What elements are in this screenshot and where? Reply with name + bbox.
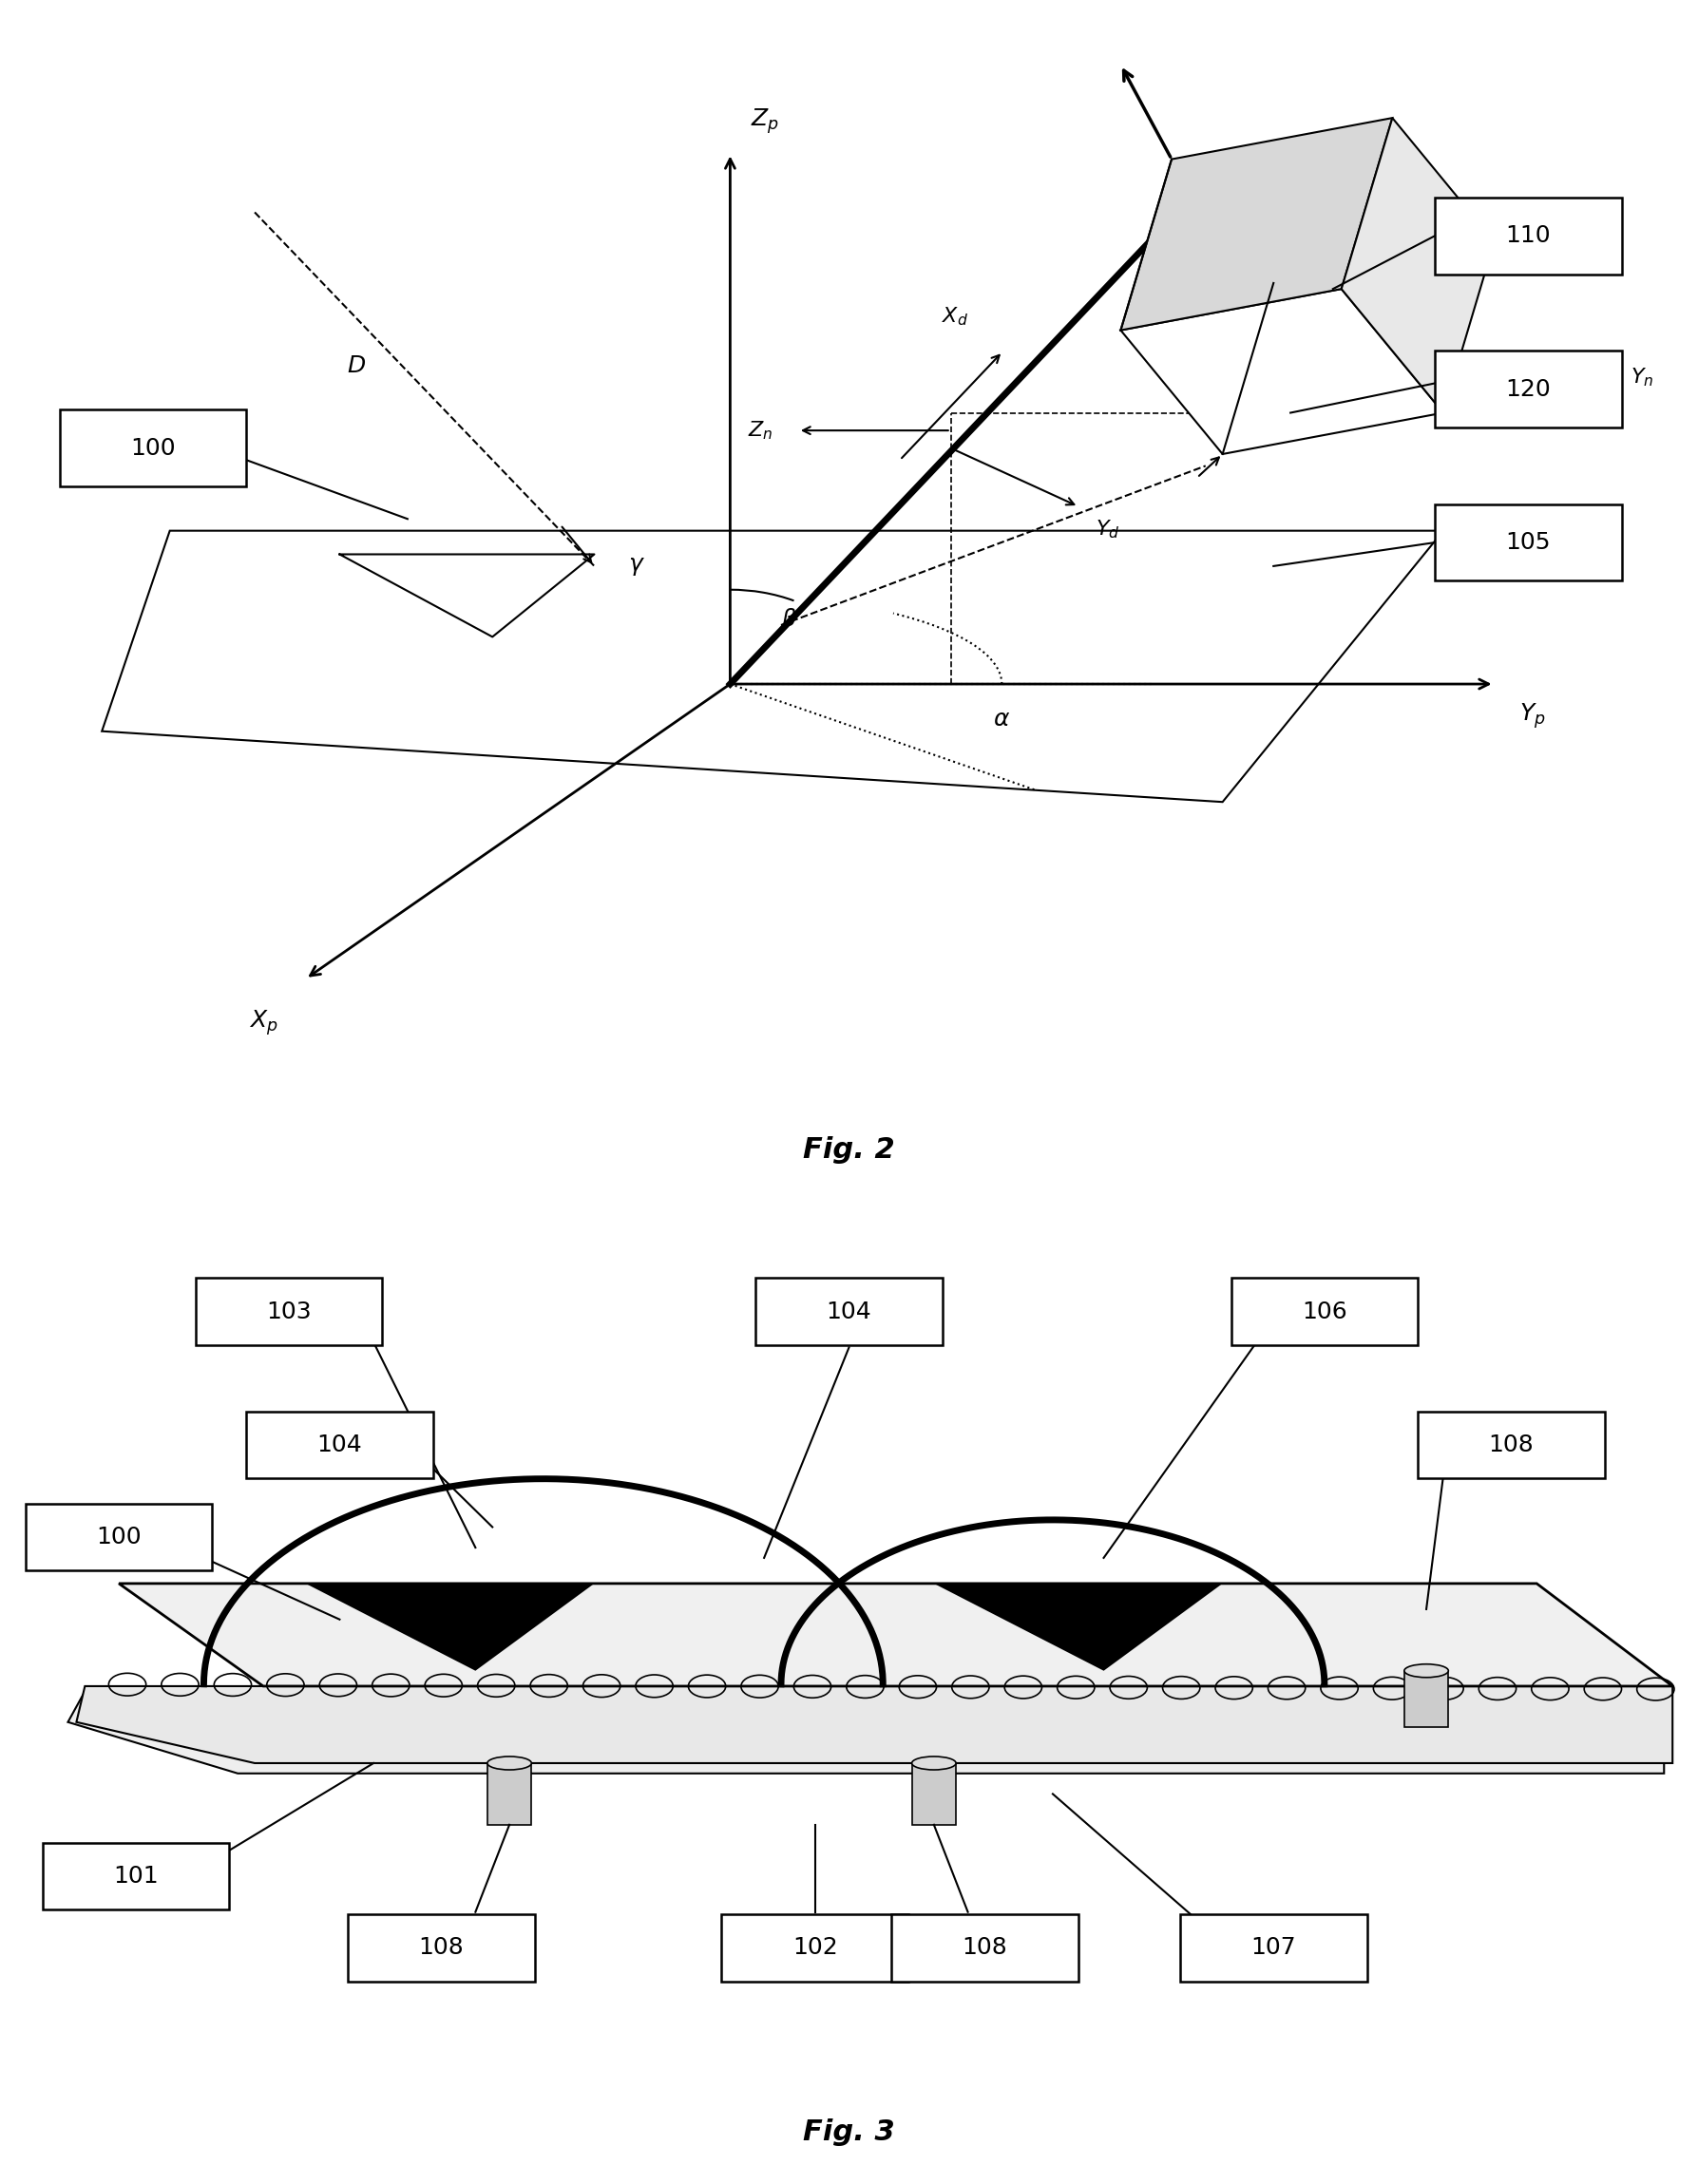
Bar — [1180, 1915, 1367, 1981]
Text: 100: 100 — [97, 1527, 141, 1548]
Text: $Y_n$: $Y_n$ — [1630, 367, 1654, 389]
Bar — [891, 1915, 1078, 1981]
Text: D: D — [348, 354, 365, 378]
Bar — [246, 1411, 433, 1479]
Ellipse shape — [1404, 1664, 1448, 1677]
Bar — [348, 1915, 535, 1981]
Text: 120: 120 — [1506, 378, 1550, 400]
Polygon shape — [68, 1690, 1664, 1773]
Text: $Z_p$: $Z_p$ — [751, 107, 779, 135]
Bar — [1435, 352, 1622, 428]
Text: $\beta$: $\beta$ — [781, 605, 796, 633]
Text: 105: 105 — [1506, 531, 1550, 555]
Polygon shape — [306, 1583, 594, 1671]
Text: $X_p$: $X_p$ — [248, 1009, 278, 1037]
Bar — [25, 1505, 212, 1570]
Bar — [1231, 1278, 1418, 1345]
Text: 110: 110 — [1506, 225, 1550, 247]
Text: 108: 108 — [1489, 1433, 1533, 1457]
Polygon shape — [934, 1583, 1223, 1671]
Bar — [722, 1915, 908, 1981]
Text: $Y_d$: $Y_d$ — [1095, 518, 1119, 542]
Text: $X_d$: $X_d$ — [942, 306, 968, 328]
Polygon shape — [1404, 1671, 1448, 1728]
Bar — [59, 411, 246, 487]
Text: Fig. 2: Fig. 2 — [803, 1136, 895, 1164]
Bar — [42, 1843, 229, 1909]
Text: 100: 100 — [131, 437, 175, 459]
Text: $Z_n$: $Z_n$ — [747, 419, 773, 441]
Polygon shape — [76, 1686, 1673, 1762]
Ellipse shape — [912, 1756, 956, 1769]
Bar — [1435, 505, 1622, 581]
Bar — [195, 1278, 382, 1345]
Polygon shape — [1341, 118, 1494, 413]
Polygon shape — [119, 1583, 1673, 1686]
Text: Fig. 3: Fig. 3 — [803, 2118, 895, 2147]
Text: $\alpha$: $\alpha$ — [993, 708, 1010, 732]
Text: 108: 108 — [963, 1937, 1007, 1959]
Text: 103: 103 — [267, 1299, 311, 1324]
Text: 107: 107 — [1251, 1937, 1296, 1959]
Polygon shape — [912, 1762, 956, 1826]
Text: $Y_p$: $Y_p$ — [1520, 701, 1545, 732]
Text: 106: 106 — [1302, 1299, 1347, 1324]
Text: 104: 104 — [827, 1299, 871, 1324]
Text: $\gamma$: $\gamma$ — [628, 555, 645, 577]
Bar — [1418, 1411, 1605, 1479]
Polygon shape — [487, 1762, 531, 1826]
Polygon shape — [136, 1588, 1664, 1690]
Bar — [1435, 197, 1622, 275]
Bar — [756, 1278, 942, 1345]
Ellipse shape — [487, 1756, 531, 1769]
Text: 104: 104 — [318, 1433, 362, 1457]
Polygon shape — [1121, 118, 1392, 330]
Text: 101: 101 — [114, 1865, 158, 1887]
Text: 108: 108 — [419, 1937, 464, 1959]
Text: 102: 102 — [793, 1937, 837, 1959]
